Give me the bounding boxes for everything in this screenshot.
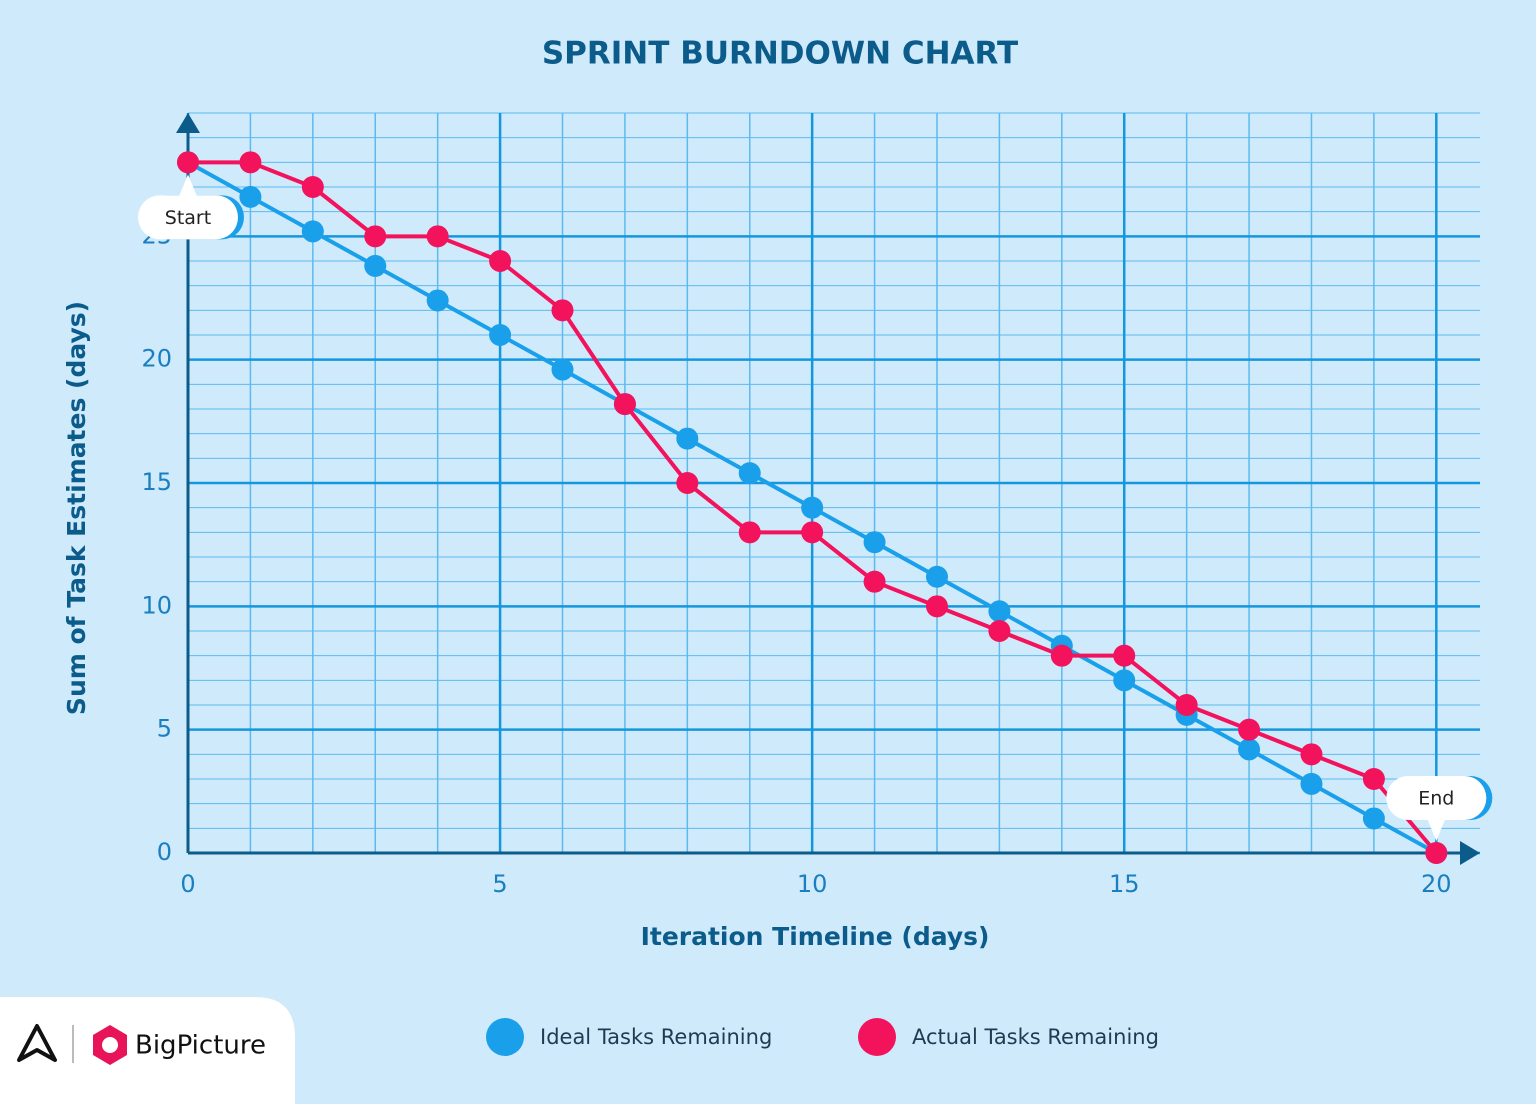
annotation: End: [1386, 776, 1493, 841]
annotation-pointer: [1427, 819, 1446, 841]
data-point: [1050, 644, 1073, 667]
annotation-bubble: [138, 195, 238, 240]
data-point: [1113, 669, 1136, 692]
logo: BigPicture: [0, 997, 295, 1104]
data-point: [239, 185, 262, 208]
data-point: [364, 225, 387, 248]
data-point: [301, 176, 324, 198]
x-axis-label: Iteration Timeline (days): [641, 922, 990, 951]
data-point: [1238, 718, 1261, 741]
data-point: [239, 151, 262, 174]
data-point: [863, 570, 886, 593]
x-tick-label: 5: [492, 870, 507, 898]
data-point: [489, 250, 512, 272]
legend-marker: [486, 1018, 524, 1056]
data-point: [301, 220, 324, 243]
x-tick-label: 0: [180, 870, 195, 898]
data-point: [801, 496, 824, 519]
legend-marker: [858, 1018, 896, 1056]
data-point: [925, 595, 948, 618]
annotation: Start: [138, 174, 244, 240]
y-axis-arrow: [176, 113, 200, 133]
data-point: [988, 600, 1011, 623]
data-point: [426, 289, 449, 312]
annotation-pointer: [179, 174, 197, 197]
y-axis-label: Sum of Task Estimates (days): [62, 301, 91, 715]
annotation-bubble: [1386, 776, 1487, 820]
plot-area: 051015200510152025StartEnd: [138, 112, 1493, 898]
legend-label: Actual Tasks Remaining: [912, 1025, 1159, 1049]
annotation-text: End: [1418, 788, 1454, 810]
data-point: [738, 521, 761, 544]
data-point: [863, 531, 886, 554]
y-tick-label: 10: [141, 591, 172, 619]
data-point: [551, 299, 574, 322]
data-point: [426, 225, 449, 248]
y-tick-label: 20: [141, 345, 172, 373]
data-point: [1362, 807, 1385, 830]
data-point: [364, 254, 387, 277]
y-tick-label: 5: [157, 715, 172, 743]
data-point: [551, 358, 574, 381]
x-tick-label: 20: [1421, 870, 1452, 898]
data-point: [1300, 743, 1323, 766]
data-point: [1238, 738, 1261, 761]
data-point: [1175, 694, 1198, 716]
data-point: [489, 324, 512, 346]
data-point: [613, 393, 636, 416]
logo-card: [0, 997, 295, 1104]
data-point: [1425, 842, 1448, 864]
x-tick-label: 15: [1109, 870, 1140, 898]
y-tick-label: 0: [157, 838, 172, 866]
data-point: [1300, 772, 1323, 795]
data-point: [738, 462, 761, 485]
logo-icon: [17, 1024, 57, 1062]
data-point: [177, 151, 199, 174]
data-point: [925, 565, 948, 588]
annotation-text: Start: [165, 207, 211, 229]
legend-label: Ideal Tasks Remaining: [540, 1025, 772, 1049]
data-point: [676, 427, 699, 450]
x-axis-arrow: [1460, 841, 1480, 865]
logo-text: BigPicture: [135, 1031, 266, 1061]
x-tick-label: 10: [797, 870, 828, 898]
logo-hexagon-hole: [102, 1037, 118, 1053]
data-point: [1113, 644, 1136, 667]
chart-title: SPRINT BURNDOWN CHART: [542, 36, 1018, 72]
data-point: [1362, 768, 1385, 790]
data-point: [988, 620, 1011, 642]
y-tick-label: 15: [141, 468, 172, 496]
data-point: [676, 472, 699, 494]
data-point: [801, 521, 824, 544]
